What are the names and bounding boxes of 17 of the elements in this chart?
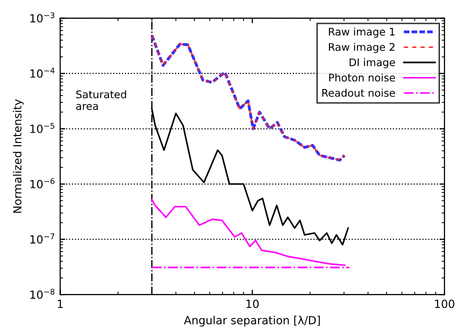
y-tick-label: 10$^{−7}$ (30, 234, 54, 244)
x-tick-label: 1 (58, 300, 63, 308)
y-tick-label: 10$^{−3}$ (30, 12, 54, 22)
legend-label: DI image (350, 58, 395, 68)
legend-label: Raw image 2 (328, 42, 394, 53)
y-axis-title: Normalized Intensity (12, 99, 24, 213)
annotation: Saturated area (76, 90, 126, 110)
legend-label: Readout noise (322, 88, 395, 97)
y-tick-label: 10$^{−8}$ (30, 288, 54, 299)
legend-label: Photon noise (329, 73, 395, 82)
y-tick-label: 10$^{−4}$ (30, 68, 54, 78)
y-tick-label: 10$^{−6}$ (30, 178, 54, 188)
x-tick-label: 100 (435, 300, 454, 308)
legend-label: Raw image 1 (328, 28, 395, 38)
y-tick-label: 10$^{−5}$ (30, 122, 54, 134)
x-tick-label: 10 (246, 300, 259, 308)
x-axis-title: Angular separation [λ/D] (184, 316, 320, 327)
